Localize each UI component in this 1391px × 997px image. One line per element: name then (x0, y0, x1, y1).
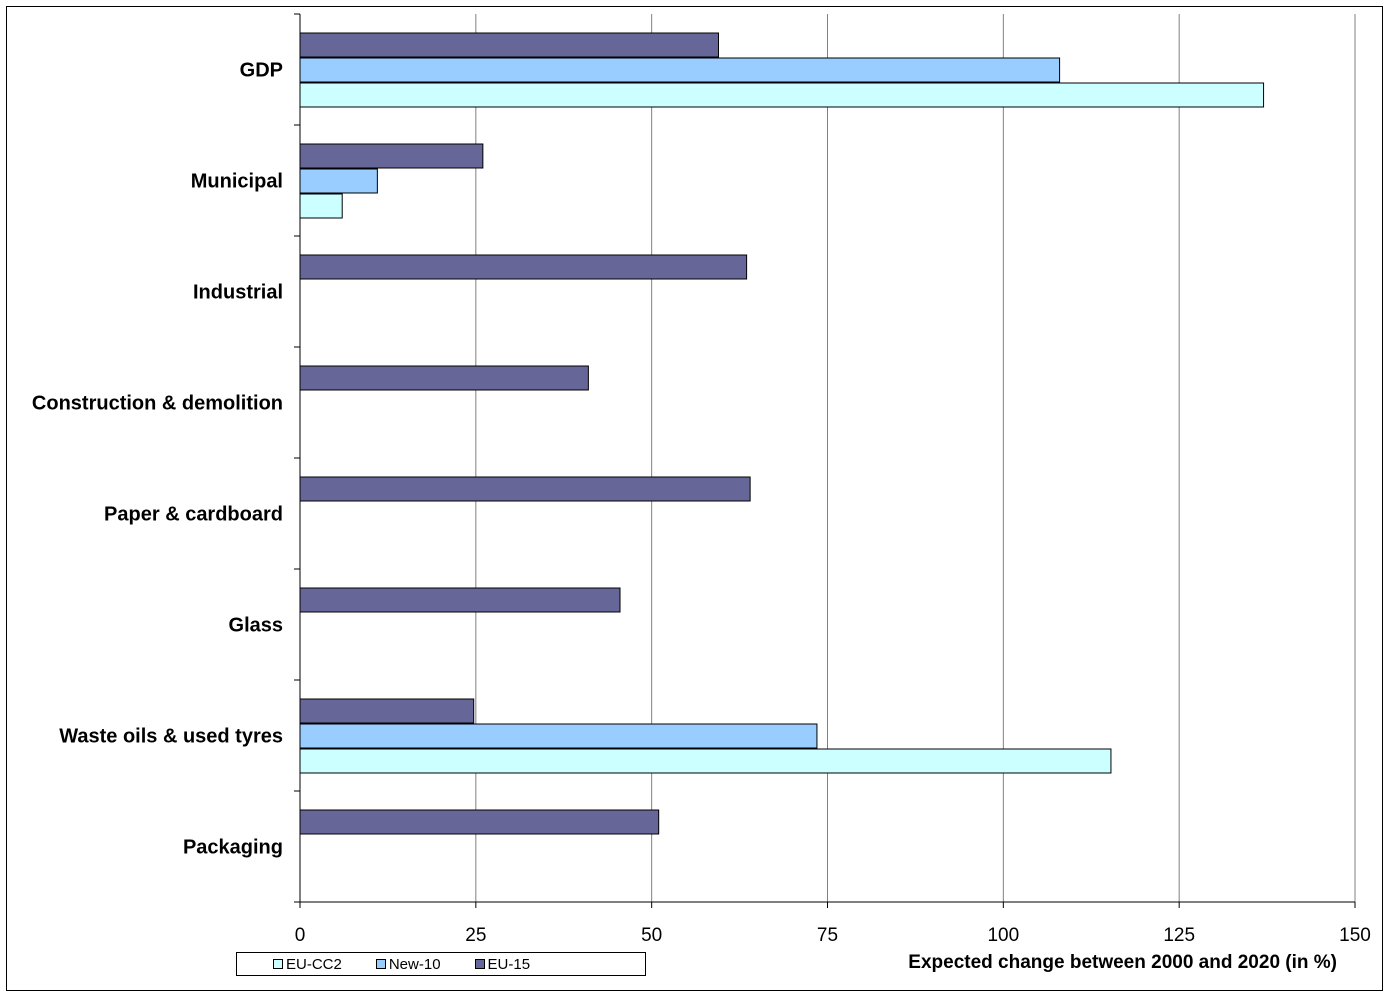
legend-item-eu-15: EU-15 (474, 955, 531, 973)
legend-swatch-new-10 (375, 959, 386, 969)
category-label: Glass (229, 615, 283, 637)
bar-eu-15 (299, 143, 484, 169)
legend: EU-CC2 New-10 EU-15 (236, 952, 646, 976)
bar-eu-cc2 (299, 82, 1265, 108)
chart-frame (6, 6, 1383, 991)
category-label: Municipal (191, 171, 283, 193)
bar-eu-cc2 (299, 193, 343, 219)
category-label: Industrial (193, 282, 283, 304)
bar-eu-15 (299, 809, 660, 835)
category-label: GDP (240, 60, 283, 82)
legend-label-eu-cc2: EU-CC2 (286, 955, 342, 973)
category-label: Construction & demolition (32, 393, 283, 415)
bar-new-10 (299, 168, 378, 194)
bar-eu-15 (299, 476, 751, 502)
x-tick-label: 0 (295, 925, 306, 946)
category-label: Packaging (183, 837, 283, 859)
bar-eu-15 (299, 365, 589, 391)
category-label: Paper & cardboard (104, 504, 283, 526)
bar-eu-15 (299, 254, 748, 280)
x-tick-label: 125 (1163, 925, 1195, 946)
x-tick-label: 150 (1339, 925, 1371, 946)
legend-swatch-eu-15 (474, 959, 485, 969)
legend-label-new-10: New-10 (388, 955, 441, 973)
bar-eu-15 (299, 32, 719, 58)
bar-new-10 (299, 57, 1061, 83)
bar-new-10 (299, 723, 818, 749)
x-tick-label: 25 (465, 925, 486, 946)
x-axis-title: Expected change between 2000 and 2020 (i… (908, 952, 1337, 973)
legend-label-eu-15: EU-15 (487, 955, 531, 973)
bar-eu-cc2 (299, 748, 1112, 774)
legend-item-eu-cc2: EU-CC2 (273, 956, 342, 973)
x-tick-label: 75 (817, 925, 838, 946)
category-label: Waste oils & used tyres (59, 726, 283, 748)
legend-item-new-10: New-10 (375, 955, 441, 973)
x-tick-label: 50 (641, 925, 662, 946)
legend-swatch-eu-cc2 (273, 959, 283, 969)
bar-eu-15 (299, 698, 475, 724)
bar-eu-15 (299, 587, 621, 613)
x-tick-label: 100 (987, 925, 1019, 946)
